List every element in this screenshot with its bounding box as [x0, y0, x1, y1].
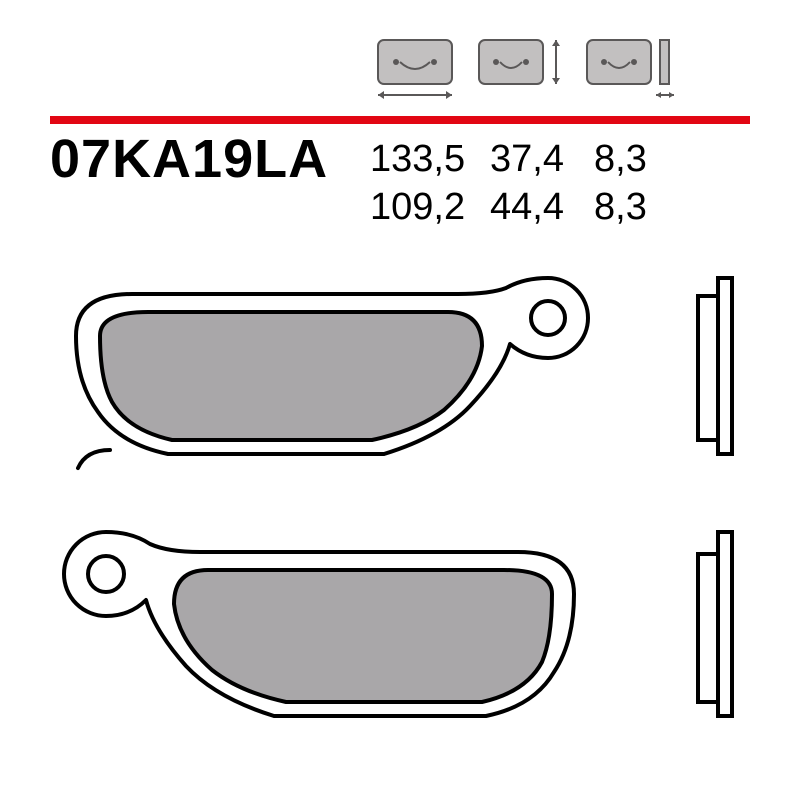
- pad2-width: 109,2: [370, 184, 490, 232]
- part-number: 07KA19LA: [50, 128, 328, 190]
- accent-rule: [50, 116, 750, 124]
- pad2-thickness: 8,3: [594, 184, 690, 232]
- pad2-height: 44,4: [490, 184, 594, 232]
- pad2-front-view: [50, 522, 600, 747]
- pad1-thickness: 8,3: [594, 136, 690, 184]
- pad1-side-view: [680, 272, 750, 482]
- pad1-front-view-clean: [50, 272, 600, 482]
- pad2-side-view: [680, 522, 750, 747]
- pad1-height: 37,4: [490, 136, 594, 184]
- width-header-icon: [370, 30, 460, 105]
- dimensions-table: 133,5 37,4 8,3 109,2 44,4 8,3: [370, 136, 690, 231]
- pad1-width: 133,5: [370, 136, 490, 184]
- height-header-icon: [478, 30, 568, 105]
- dimension-header-icons: [370, 30, 676, 105]
- thickness-header-icon: [586, 30, 676, 105]
